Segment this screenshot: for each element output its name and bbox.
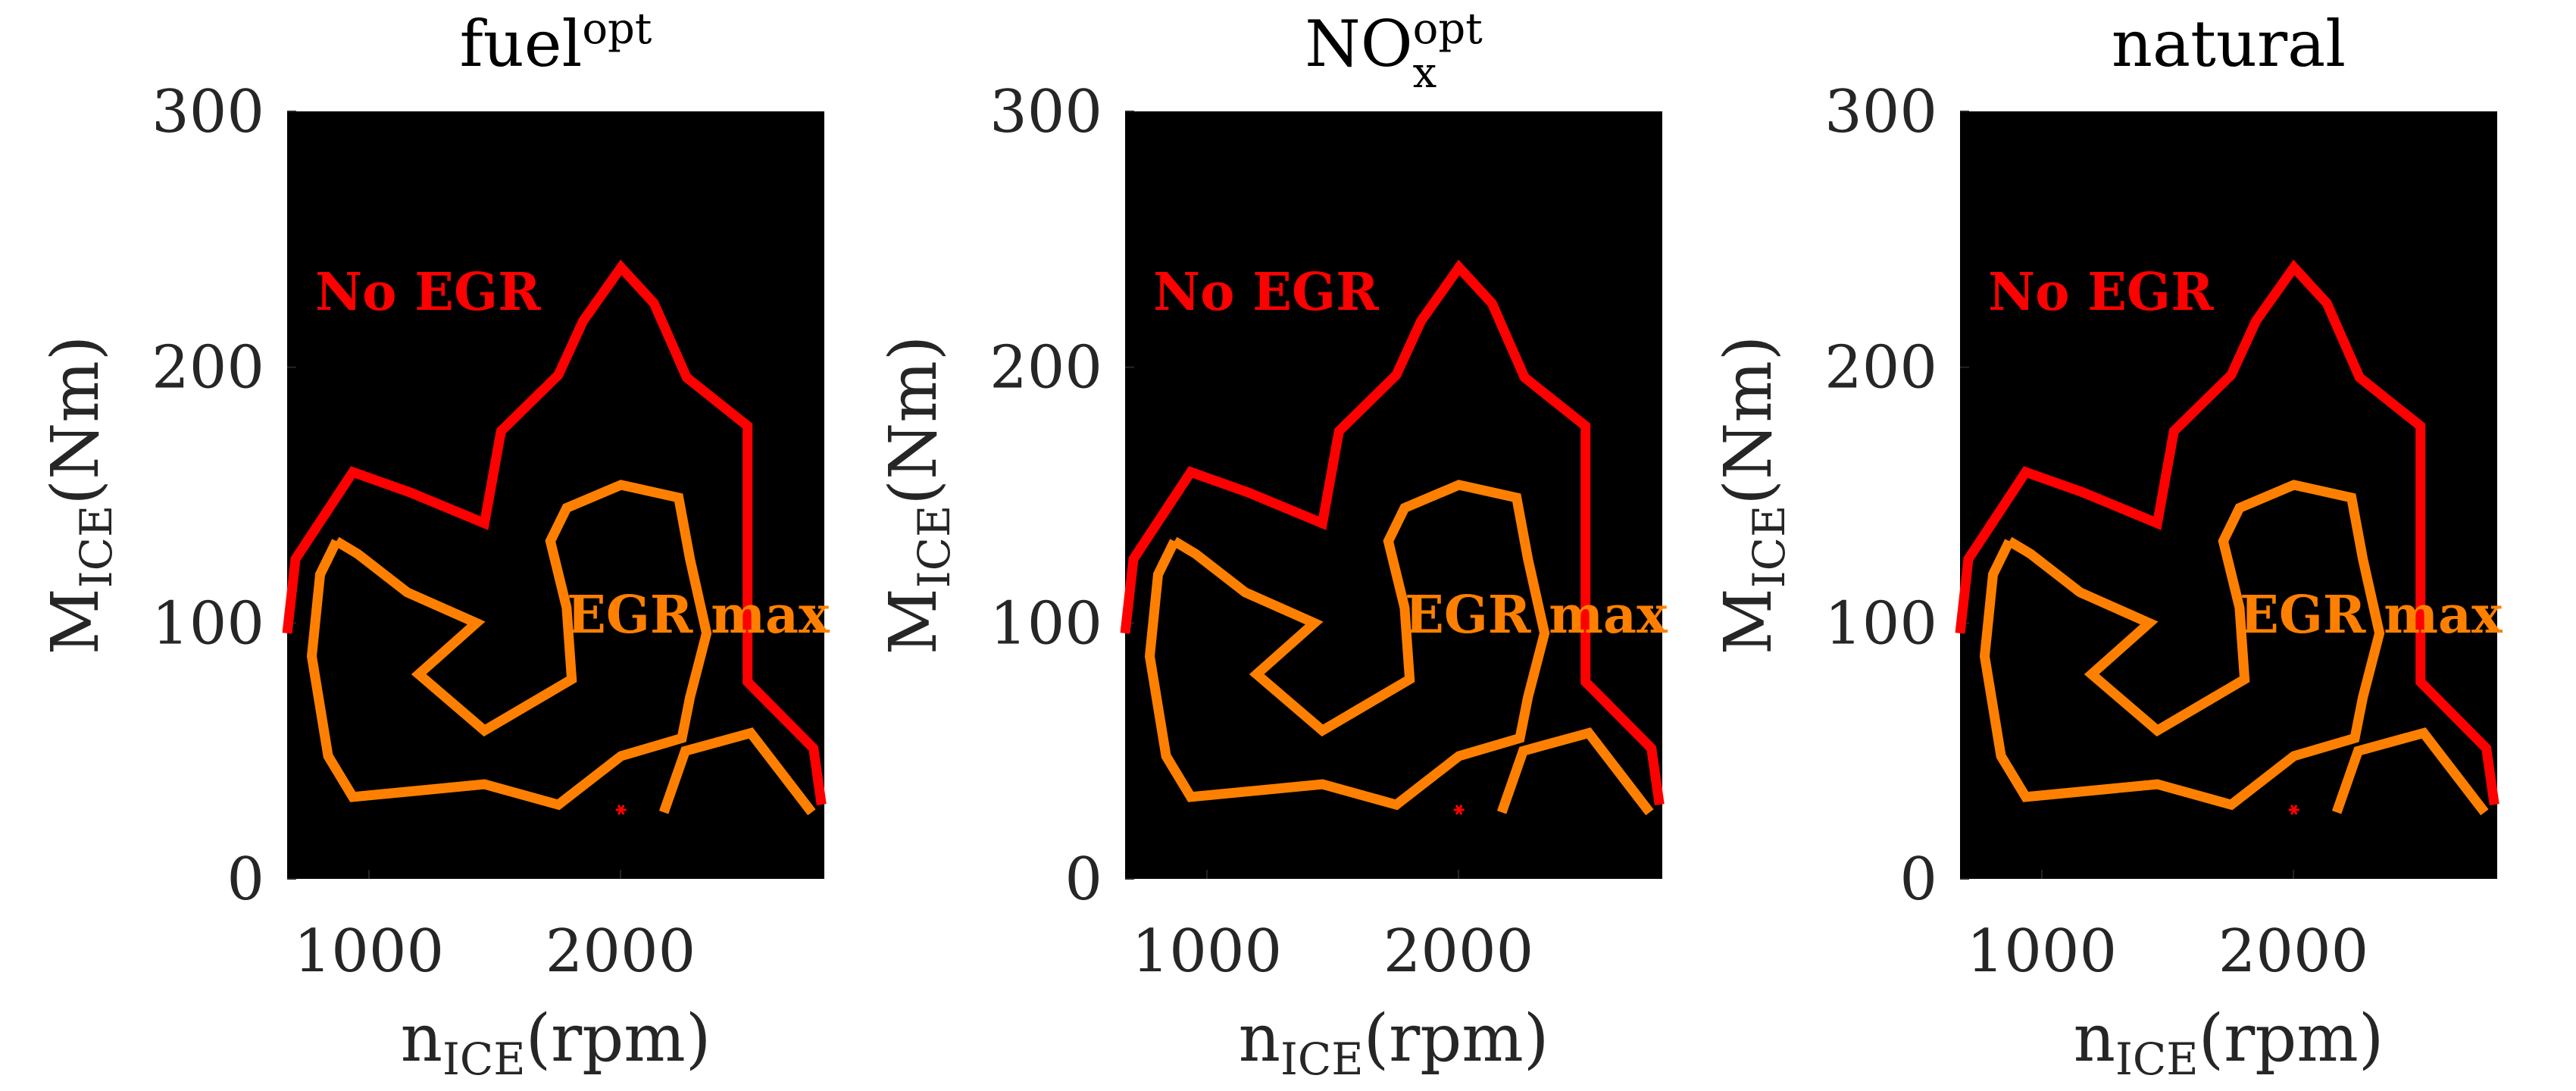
chart-title-sub: x	[1413, 48, 1437, 98]
contour-line	[1979, 480, 2385, 811]
y-tick-label: 0	[1064, 846, 1102, 914]
x-tick-label: 1000	[1967, 918, 2118, 986]
plot-area	[287, 111, 824, 879]
x-axis-label-unit: (rpm)	[2199, 1001, 2384, 1077]
contour-line	[658, 727, 816, 816]
y-axis-label-sub: ICE	[908, 505, 960, 589]
x-axis-label-base: n	[401, 1001, 442, 1077]
y-tick-label: 100	[152, 589, 264, 658]
point-marker	[615, 805, 627, 815]
annotation: No EGR	[315, 262, 541, 323]
point-marker	[1453, 805, 1465, 815]
annotation: No EGR	[1988, 262, 2214, 323]
y-axis-label-unit: (Nm)	[38, 336, 114, 505]
y-axis-label: MICE(Nm)	[1711, 336, 1795, 655]
x-axis-label-base: n	[1239, 1001, 1280, 1077]
contour-line	[282, 259, 827, 806]
chart-title-sup: opt	[582, 5, 652, 54]
y-axis-label-base: M	[38, 588, 114, 655]
y-tick-label: 200	[1824, 334, 1937, 402]
chart-title: natural	[2112, 7, 2346, 81]
chart-title-base: natural	[2112, 7, 2346, 81]
chart-title: NOopt x	[1305, 5, 1483, 98]
x-axis-label-unit: (rpm)	[526, 1001, 711, 1077]
point-marker	[2288, 805, 2299, 815]
y-tick-label: 300	[989, 78, 1102, 146]
chart-title-base: fuel	[460, 7, 583, 81]
y-tick-label: 100	[1824, 589, 1937, 658]
x-axis-label-unit: (rpm)	[1364, 1001, 1549, 1077]
chart-title-sup: opt	[1413, 5, 1483, 54]
x-tick-label: 1000	[294, 918, 445, 986]
annotation: EGR max	[567, 585, 830, 646]
y-tick-label: 0	[1899, 846, 1937, 914]
plot-area	[1125, 111, 1662, 879]
x-axis-label-sub: ICE	[2115, 1033, 2199, 1085]
annotation: EGR max	[1405, 585, 1668, 646]
x-axis-label: nICE(rpm)	[1239, 1001, 1549, 1085]
y-tick-label: 200	[152, 334, 264, 402]
annotation: No EGR	[1153, 262, 1379, 323]
x-tick-label: 1000	[1132, 918, 1283, 986]
contour-line	[1955, 259, 2499, 806]
x-tick-label: 2000	[1383, 918, 1534, 986]
y-tick-label: 100	[989, 589, 1102, 658]
contour-line	[1496, 727, 1654, 816]
y-axis-label-base: M	[1711, 588, 1787, 655]
contour-line	[306, 480, 712, 811]
x-axis-label-base: n	[2074, 1001, 2115, 1077]
x-axis-label-sub: ICE	[1280, 1033, 1364, 1085]
chart-title-base: NO	[1305, 7, 1412, 81]
y-axis-label-unit: (Nm)	[876, 336, 952, 505]
y-tick-label: 300	[1824, 78, 1937, 146]
annotation: EGR max	[2240, 585, 2503, 646]
contour-line	[1144, 480, 1550, 811]
y-tick-label: 200	[989, 334, 1102, 402]
chart-title: fuelopt	[460, 5, 652, 81]
contour-line	[2331, 727, 2489, 816]
y-tick-label: 0	[227, 846, 264, 914]
x-axis-label-sub: ICE	[442, 1033, 526, 1085]
x-tick-label: 2000	[2218, 918, 2369, 986]
y-axis-label-unit: (Nm)	[1711, 336, 1787, 505]
contour-line	[1120, 259, 1665, 806]
x-axis-label: nICE(rpm)	[401, 1001, 711, 1085]
x-tick-label: 2000	[546, 918, 696, 986]
y-tick-label: 300	[152, 78, 264, 146]
y-axis-label: MICE(Nm)	[876, 336, 960, 655]
x-axis-label: nICE(rpm)	[2074, 1001, 2384, 1085]
y-axis-label-sub: ICE	[1743, 505, 1795, 589]
y-axis-label-base: M	[876, 588, 952, 655]
y-axis-label-sub: ICE	[70, 505, 122, 589]
y-axis-label: MICE(Nm)	[38, 336, 122, 655]
plot-area	[1960, 111, 2497, 879]
